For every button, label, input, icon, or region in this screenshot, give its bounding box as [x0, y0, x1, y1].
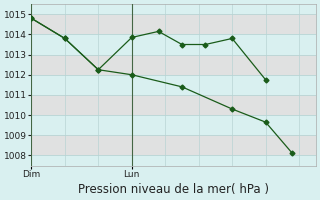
Bar	[31, 115, 316, 135]
X-axis label: Pression niveau de la mer( hPa ): Pression niveau de la mer( hPa )	[78, 183, 269, 196]
Bar	[31, 14, 316, 34]
Bar	[31, 75, 316, 95]
Bar	[31, 34, 316, 55]
Bar	[31, 135, 316, 155]
Bar	[31, 95, 316, 115]
Bar	[31, 55, 316, 75]
